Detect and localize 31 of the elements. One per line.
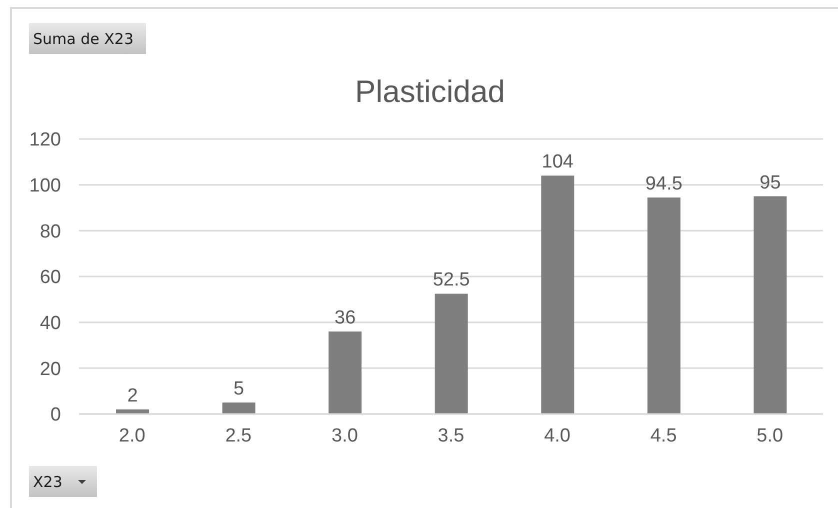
data-label: 94.5 [645,173,682,194]
bar [434,294,468,414]
y-tick-label: 100 [29,176,61,197]
y-tick-label: 0 [50,404,61,426]
y-tick-label: 20 [40,358,61,380]
y-tick-label: 60 [40,267,61,288]
data-label: 95 [760,172,781,194]
y-tick-label: 80 [40,221,61,242]
bar [541,176,574,414]
y-tick-label: 120 [29,130,61,151]
bar [647,197,680,414]
data-label: 52.5 [432,270,470,291]
x-tick-label: 4.5 [650,425,677,446]
x-tick-label: 2.5 [225,425,252,446]
x-tick-label: 3.0 [332,425,358,446]
x-tick-label: 5.0 [756,425,784,446]
data-label: 5 [233,378,244,400]
x-tick-label: 2.0 [118,425,146,446]
field-button: Suma de X23 [29,23,146,54]
x-tick-label: 4.0 [544,425,570,446]
x-tick-label: 3.5 [438,425,464,446]
x-axis-title: X23 [33,472,62,490]
field-button: X23 [29,466,98,497]
data-label: 104 [542,152,574,173]
chart-title: Plasticidad [355,74,505,110]
data-label: 36 [334,308,356,328]
bar [754,196,787,414]
y-tick-label: 40 [40,313,61,334]
data-label: 2 [127,385,138,406]
bar [222,402,256,414]
bar [328,332,362,414]
